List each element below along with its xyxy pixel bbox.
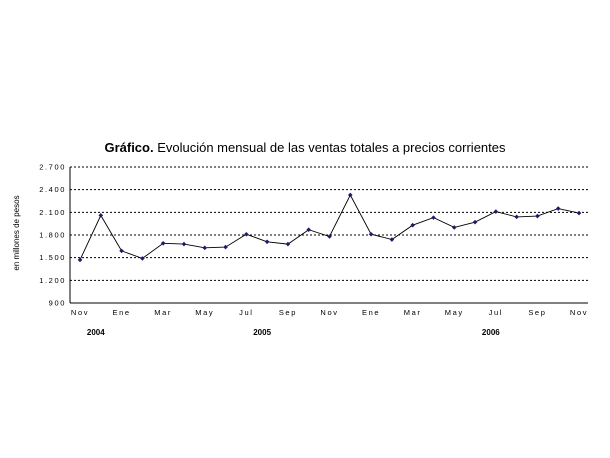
- y-tick-label: 900: [49, 299, 66, 308]
- data-point: [431, 215, 436, 220]
- y-tick-label: 2.400: [39, 185, 66, 194]
- x-tick-labels: Nov Ene Mar May Jul Sep Nov Ene Mar May Jul Sep Nov: [71, 308, 588, 317]
- data-point: [472, 219, 478, 225]
- data-point: [327, 234, 332, 239]
- x-tick-label: Nov: [71, 308, 89, 317]
- x-tick-label: Ene: [113, 308, 131, 317]
- data-point: [555, 206, 561, 211]
- x-tick-label: Sep: [528, 308, 546, 317]
- year-labels: 2004 2005 2006: [87, 328, 500, 337]
- year-label: 2005: [253, 328, 271, 337]
- data-point: [368, 231, 374, 237]
- gridlines: [70, 166, 588, 281]
- y-tick-labels: 2.700 2.400 2.100 1.800 1.500 1.200 900: [39, 163, 66, 308]
- x-tick-label: Mar: [404, 308, 422, 317]
- series: [77, 192, 582, 263]
- chart-title-bold: Gráfico.: [104, 140, 154, 155]
- data-point: [98, 213, 104, 218]
- y-tick-label: 2.700: [39, 163, 66, 172]
- data-point: [264, 239, 270, 245]
- y-tick-label: 1.200: [39, 276, 66, 285]
- x-tick-label: Sep: [279, 308, 297, 317]
- series-line: [79, 194, 580, 261]
- axes: [69, 167, 588, 304]
- data-point: [347, 192, 353, 198]
- data-point: [306, 227, 312, 233]
- data-point: [576, 210, 582, 216]
- year-label: 2006: [482, 328, 500, 337]
- data-point: [285, 241, 291, 247]
- y-tick-label: 1.800: [39, 231, 66, 240]
- year-label: 2004: [87, 328, 105, 337]
- data-point: [493, 209, 499, 214]
- data-point: [140, 256, 145, 261]
- y-tick-label: 2.100: [39, 208, 66, 217]
- x-tick-label: Nov: [320, 308, 338, 317]
- y-axis-label: en millones de pesos: [12, 195, 21, 270]
- data-point: [514, 214, 519, 220]
- x-tick-label: May: [195, 308, 214, 317]
- y-tick-label: 1.500: [39, 253, 66, 262]
- data-point: [77, 257, 83, 263]
- data-point: [160, 241, 166, 246]
- x-tick-label: Ene: [362, 308, 380, 317]
- chart-title-rest: Evolución mensual de las ventas totales …: [153, 140, 506, 155]
- data-point: [535, 213, 540, 219]
- x-tick-label: Mar: [154, 308, 172, 317]
- x-tick-label: Jul: [239, 308, 253, 317]
- data-point: [119, 248, 124, 254]
- data-point: [389, 237, 395, 242]
- x-tick-label: Jul: [489, 308, 503, 317]
- data-point: [451, 225, 457, 230]
- x-tick-label: May: [445, 308, 464, 317]
- data-point: [244, 231, 249, 237]
- data-point: [410, 222, 415, 228]
- data-point: [223, 244, 228, 250]
- x-tick-label: Nov: [570, 308, 588, 317]
- data-point: [202, 245, 208, 251]
- chart-title: Gráfico. Evolución mensual de las ventas…: [0, 140, 610, 155]
- data-point: [181, 241, 187, 247]
